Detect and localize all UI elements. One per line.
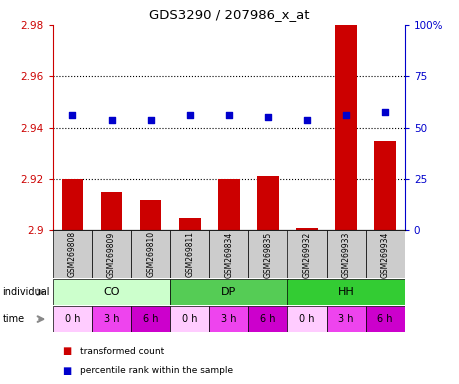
Point bbox=[264, 114, 271, 121]
Text: GSM269933: GSM269933 bbox=[341, 231, 350, 278]
Bar bbox=[335, 25, 356, 230]
Bar bbox=[209, 306, 248, 332]
Text: 3 h: 3 h bbox=[104, 314, 119, 324]
Bar bbox=[248, 230, 287, 278]
Bar bbox=[296, 228, 317, 230]
Text: individual: individual bbox=[2, 287, 50, 297]
Point bbox=[69, 112, 76, 118]
Bar bbox=[326, 230, 365, 278]
Bar bbox=[131, 306, 170, 332]
Point bbox=[381, 109, 388, 115]
Text: 6 h: 6 h bbox=[143, 314, 158, 324]
Bar bbox=[209, 230, 248, 278]
Bar bbox=[287, 306, 326, 332]
Bar bbox=[287, 279, 404, 305]
Text: GSM269835: GSM269835 bbox=[263, 231, 272, 278]
Bar bbox=[365, 230, 404, 278]
Text: GSM269811: GSM269811 bbox=[185, 232, 194, 277]
Text: GSM269810: GSM269810 bbox=[146, 231, 155, 278]
Bar bbox=[53, 230, 92, 278]
Point bbox=[147, 117, 154, 123]
Bar bbox=[257, 177, 278, 230]
Bar bbox=[53, 279, 170, 305]
Bar bbox=[326, 306, 365, 332]
Text: GSM269809: GSM269809 bbox=[107, 231, 116, 278]
Point bbox=[225, 112, 232, 118]
Title: GDS3290 / 207986_x_at: GDS3290 / 207986_x_at bbox=[148, 8, 308, 21]
Bar bbox=[287, 230, 326, 278]
Bar bbox=[62, 179, 83, 230]
Text: GSM269808: GSM269808 bbox=[68, 231, 77, 278]
Text: time: time bbox=[2, 314, 24, 324]
Point bbox=[303, 117, 310, 123]
Text: 3 h: 3 h bbox=[221, 314, 236, 324]
Text: ■: ■ bbox=[62, 346, 71, 356]
Text: 6 h: 6 h bbox=[377, 314, 392, 324]
Bar bbox=[179, 218, 200, 230]
Text: 0 h: 0 h bbox=[65, 314, 80, 324]
Bar bbox=[170, 306, 209, 332]
Bar bbox=[170, 279, 287, 305]
Text: GSM269834: GSM269834 bbox=[224, 231, 233, 278]
Point bbox=[341, 112, 349, 118]
Point bbox=[108, 117, 115, 123]
Text: GSM269934: GSM269934 bbox=[380, 231, 389, 278]
Point bbox=[186, 112, 193, 118]
Bar bbox=[53, 306, 92, 332]
Bar bbox=[170, 230, 209, 278]
Text: transformed count: transformed count bbox=[79, 347, 163, 356]
Bar bbox=[248, 306, 287, 332]
Bar bbox=[365, 306, 404, 332]
Bar bbox=[374, 141, 395, 230]
Text: CO: CO bbox=[103, 287, 119, 297]
Text: percentile rank within the sample: percentile rank within the sample bbox=[79, 366, 232, 375]
Bar bbox=[92, 306, 131, 332]
Text: ■: ■ bbox=[62, 366, 71, 376]
Text: 0 h: 0 h bbox=[299, 314, 314, 324]
Text: 0 h: 0 h bbox=[182, 314, 197, 324]
Text: DP: DP bbox=[221, 287, 236, 297]
Bar bbox=[140, 200, 161, 230]
Text: 3 h: 3 h bbox=[338, 314, 353, 324]
Text: 6 h: 6 h bbox=[260, 314, 275, 324]
Bar bbox=[218, 179, 239, 230]
Bar bbox=[131, 230, 170, 278]
Bar bbox=[92, 230, 131, 278]
Text: HH: HH bbox=[337, 287, 354, 297]
Bar bbox=[101, 192, 122, 230]
Text: GSM269932: GSM269932 bbox=[302, 231, 311, 278]
